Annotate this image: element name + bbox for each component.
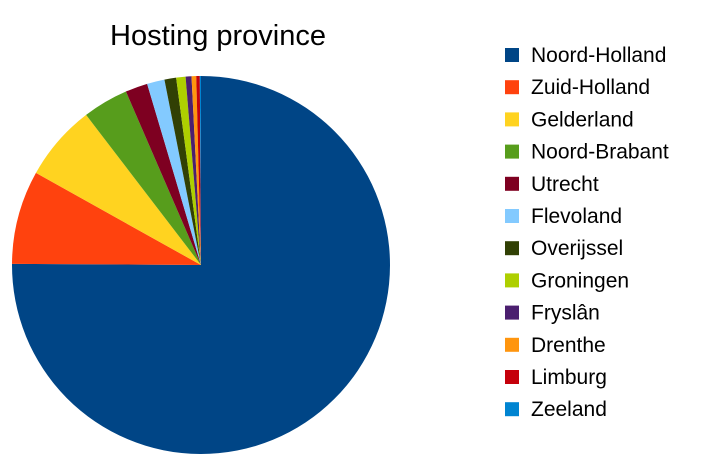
legend-swatch: [505, 402, 519, 417]
pie-slices: [12, 76, 390, 454]
legend-swatch: [505, 305, 519, 320]
legend-label: Drenthe: [531, 334, 606, 357]
pie-slice-overijssel: [164, 77, 201, 266]
legend-swatch: [505, 241, 519, 256]
legend-label: Fryslân: [531, 302, 600, 325]
legend-swatch: [505, 176, 519, 191]
legend-label: Zeeland: [531, 398, 607, 421]
pie-slice-limburg: [196, 76, 201, 266]
pie-slice-flevoland: [147, 79, 201, 266]
legend-label: Gelderland: [531, 108, 634, 131]
legend-swatch: [505, 144, 519, 159]
legend-label: Limburg: [531, 366, 607, 389]
legend-label: Noord-Brabant: [531, 141, 669, 164]
legend-swatch: [505, 273, 519, 288]
legend-swatch: [505, 370, 519, 384]
pie-slice-drenthe: [191, 76, 201, 265]
legend-swatch: [505, 337, 519, 352]
pie-slice-groningen: [176, 76, 201, 265]
legend-label: Zuid-Holland: [531, 76, 650, 99]
pie-slice-zeeland: [199, 76, 201, 265]
pie-slice-zuid-holland: [12, 172, 202, 265]
legend-label: Flevoland: [531, 205, 622, 228]
legend-label: Noord-Holland: [531, 44, 666, 67]
legend-label: Groningen: [531, 269, 629, 292]
pie-slice-gelderland: [35, 114, 201, 265]
legend-label: Overijssel: [531, 237, 623, 260]
legend-swatch: [505, 80, 519, 95]
chart-title: Hosting province: [110, 20, 326, 52]
legend: Noord-Holland Zuid-Holland Gelderland Noord…: [505, 44, 669, 421]
legend-swatch: [505, 112, 519, 127]
legend-label: Utrecht: [531, 173, 599, 196]
legend-swatch: [505, 209, 519, 223]
pie-slice-noord-brabant: [86, 91, 201, 265]
pie-slice-utrecht: [125, 83, 201, 265]
pie-slice-frysl-n: [185, 76, 201, 266]
legend-swatch: [505, 48, 519, 62]
